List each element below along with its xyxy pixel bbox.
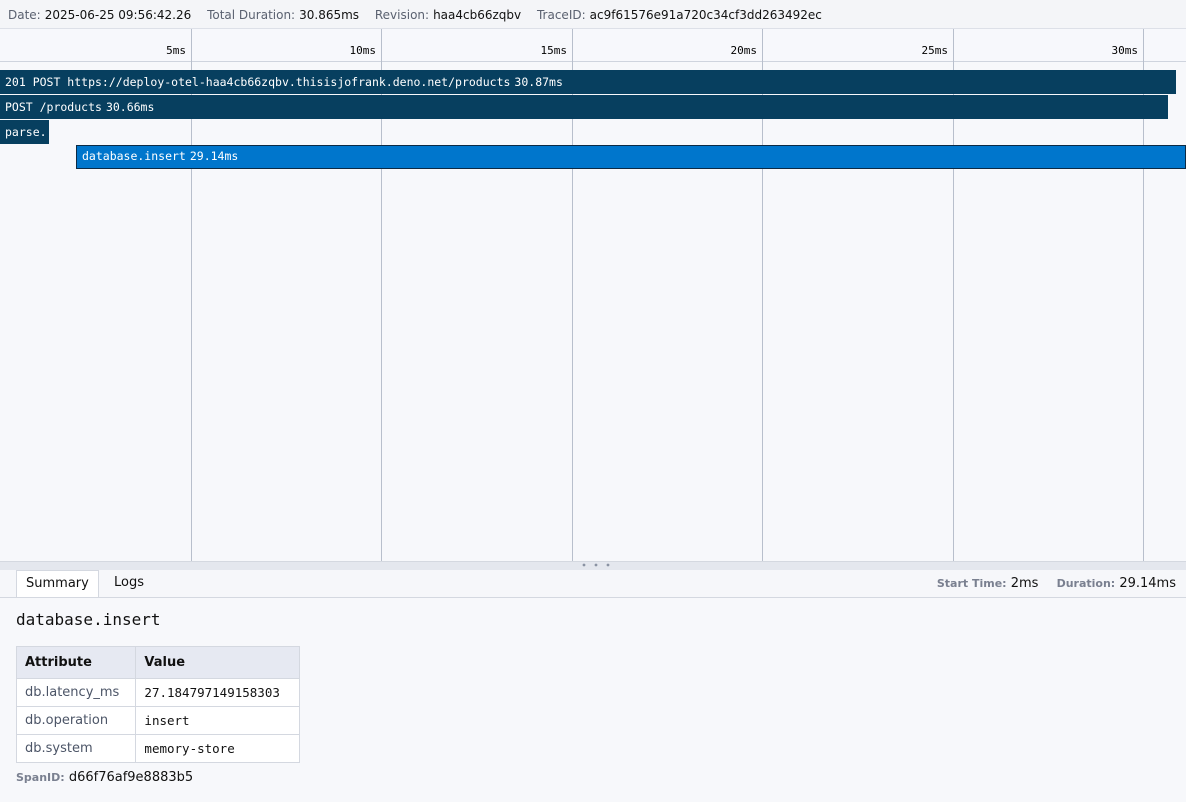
grid-line <box>381 29 382 561</box>
label: Duration: <box>1056 577 1116 590</box>
table-row: db.operation insert <box>15 706 300 735</box>
date: 2025-06-25 09:56:42.26 <box>44 8 192 22</box>
label: Total Duration: <box>207 8 296 22</box>
time-axis <box>0 29 1186 62</box>
attribute-key: db.latency_ms <box>15 678 137 707</box>
grid-line <box>1143 29 1144 561</box>
tick-label: 15ms <box>541 44 568 57</box>
span-bar[interactable]: database.insert 29.14ms <box>76 145 1186 169</box>
tick-label: 20ms <box>731 44 758 57</box>
grid-line <box>572 29 573 561</box>
attribute-value: insert <box>135 706 300 735</box>
tick-label: 30ms <box>1112 44 1139 57</box>
tab[interactable]: Logs <box>114 575 144 590</box>
grid-line <box>953 29 954 561</box>
attribute-key: db.operation <box>15 706 137 735</box>
span-bar[interactable]: 201 POST https://deploy-otel-haa4cb66zqb… <box>0 70 1176 94</box>
tab-bar: Summary Logs Start Time: 2ms Duration: 2… <box>0 570 1186 598</box>
span-id: d66f76af9e8883b5 <box>68 770 194 785</box>
span-name: 201 POST https://deploy-otel-haa4cb66zqb… <box>5 75 511 89</box>
label: SpanID: <box>16 771 65 784</box>
revision: haa4cb66zqbv <box>433 8 522 22</box>
axis-labels: 5ms 10ms 15ms 20ms 25ms 30ms <box>166 44 1139 57</box>
span-name: parse. <box>5 125 47 139</box>
span-duration: 30.87ms <box>514 75 563 89</box>
tick-label: 10ms <box>350 44 377 57</box>
span-meta: Start Time: 2ms Duration: 29.14ms <box>937 570 1176 597</box>
grip <box>582 563 610 567</box>
span-id-row: SpanID: d66f76af9e8883b5 <box>16 770 193 785</box>
grid-line <box>191 29 192 561</box>
label: Start Time: <box>936 577 1007 590</box>
duration: 30.865ms <box>299 8 360 22</box>
label: Revision: <box>374 8 430 22</box>
table-row: db.latency_ms 27.184797149158303 <box>15 678 300 707</box>
span-name: database.insert <box>82 149 186 163</box>
table-row: db.system memory-store <box>15 734 300 763</box>
span-name: database.insert <box>16 610 161 629</box>
label: Date: <box>8 8 41 22</box>
duration: 29.14ms <box>1119 576 1176 591</box>
tick-label: 5ms <box>166 44 186 57</box>
trace-header: Date: 2025-06-25 09:56:42.26 Total Durati… <box>0 0 1186 29</box>
attribute-value: 27.184797149158303 <box>135 678 300 707</box>
span-duration: 30.66ms <box>105 100 155 114</box>
attribute-table: Attribute Value db.latency_ms 27.184797149… <box>15 646 300 763</box>
attribute-key: db.system <box>15 734 137 763</box>
trace-id: ac9f61576e91a720c34cf3dd263492ec <box>589 8 822 22</box>
tick-label: 25ms <box>922 44 949 57</box>
column-header: Attribute <box>15 646 137 679</box>
label: TraceID: <box>536 8 586 22</box>
attribute-value: memory-store <box>135 734 300 763</box>
span-duration: 29.14ms <box>189 149 239 163</box>
start-time: 2ms <box>1010 576 1039 591</box>
tab[interactable]: Summary <box>16 570 99 597</box>
grid-line <box>762 29 763 561</box>
span-bar[interactable]: POST /products 30.66ms <box>0 95 1168 119</box>
span-bar[interactable]: parse. <box>0 120 49 144</box>
column-header: Value <box>135 646 300 679</box>
span-name: POST /products <box>5 100 102 114</box>
